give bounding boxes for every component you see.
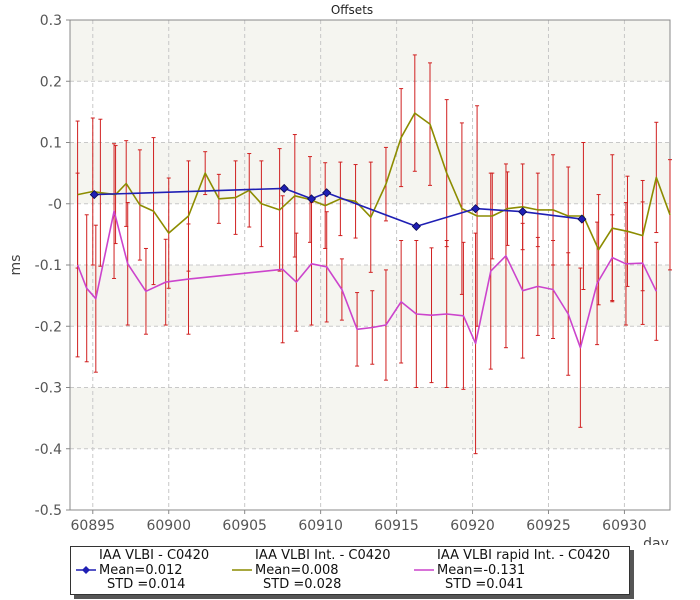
legend-std: STD =0.014 [107,577,186,592]
grid-lines [70,19,670,511]
legend-std: STD =0.041 [445,577,524,592]
x-tick-label: 60910 [298,518,343,534]
x-tick-label: 60930 [602,518,647,534]
y-tick-label: -0.5 [35,503,62,519]
x-axis: 60895 60900 60905 60910 60915 60920 60925 60930 [71,510,647,534]
data-point [471,204,481,214]
legend-mean: Mean=-0.131 [437,563,526,578]
data-point [279,183,289,194]
data-point [518,207,528,217]
series-line-0 [94,187,582,228]
plot-band [70,387,670,449]
offsets-chart: -0.5 -0.4 -0.3 -0.2 -0.1 -0 0.1 0.2 0.3 60895 609… [8,3,672,545]
legend-std: STD =0.028 [263,577,342,592]
x-axis-title: day [643,536,669,545]
plot-band [70,20,670,82]
series-layer [75,54,672,455]
x-tick-label: 60905 [222,518,267,534]
y-tick-label: -0.3 [35,381,62,397]
data-point [89,189,99,200]
data-point [322,188,332,198]
y-tick-label: -0.2 [35,319,62,335]
legend-title: IAA VLBI rapid Int. - C0420 [437,548,611,563]
y-tick-label: -0.4 [35,442,62,458]
plot-band [70,265,670,327]
plot-bands [70,20,670,510]
x-tick-label: 60920 [450,518,495,534]
legend-title: IAA VLBI Int. - C0420 [255,548,391,563]
plot-band [70,81,670,143]
data-point [577,214,587,224]
plot-band [70,203,670,265]
y-tick-label: 0.2 [40,74,62,90]
plot-band [70,326,670,388]
x-tick-label: 60925 [526,518,571,534]
legend-swatch-olive-line [232,569,252,571]
y-axis-title: ms [8,255,24,276]
data-point [306,194,317,204]
series-line-1 [77,112,671,251]
plot-band [70,448,670,510]
x-tick-label: 60895 [71,518,116,534]
y-axis: -0.5 -0.4 -0.3 -0.2 -0.1 -0 0.1 0.2 0.3 [35,13,70,519]
data-point [411,221,421,231]
y-tick-label: -0.1 [35,258,62,274]
legend-swatch-magenta-line [414,569,434,571]
y-tick-label: -0 [48,197,62,213]
y-tick-label: 0.3 [40,13,62,29]
legend: IAA VLBI - C0420 Mean=0.012 STD =0.014 I… [70,546,630,595]
legend-title: IAA VLBI - C0420 [99,548,210,563]
x-tick-label: 60915 [374,518,419,534]
legend-swatch-blue-diamond [76,566,96,574]
y-tick-label: 0.1 [40,136,62,152]
plot-band [70,142,670,204]
series-line-2 [76,210,658,349]
legend-mean: Mean=0.012 [99,563,183,578]
chart-title: Offsets [331,3,373,17]
legend-mean: Mean=0.008 [255,563,339,578]
x-tick-label: 60900 [146,518,191,534]
